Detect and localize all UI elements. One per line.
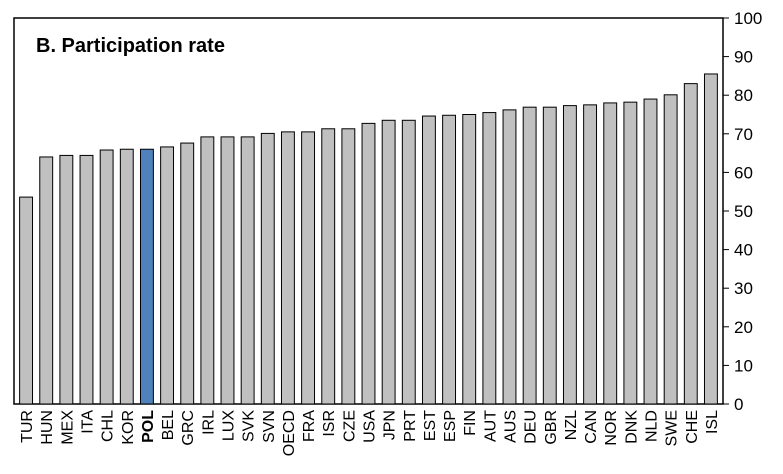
bar-tur: [19, 196, 34, 405]
x-tick-label: TUR: [19, 410, 36, 443]
x-tick-label: SVN: [261, 410, 278, 443]
y-tick-label: 40: [734, 241, 753, 260]
y-tick-label: 80: [734, 86, 753, 105]
x-tick-label: POL: [140, 410, 157, 443]
y-tick-label: 60: [734, 163, 753, 182]
bar-swe: [663, 94, 678, 405]
y-tick-label: 50: [734, 202, 753, 221]
bar-lux: [220, 136, 235, 405]
bar-pol: [139, 148, 154, 405]
y-tick-label: 70: [734, 125, 753, 144]
x-tick-label: AUT: [482, 410, 499, 442]
x-tick-label: NLD: [644, 410, 661, 442]
x-tick-label: PRT: [402, 410, 419, 442]
chart-title: B. Participation rate: [36, 35, 225, 57]
y-tick-label: 20: [734, 318, 753, 337]
bar-svk: [240, 136, 255, 405]
bar-dnk: [623, 101, 638, 405]
bar-usa: [361, 122, 376, 405]
bar-nld: [643, 98, 658, 405]
bar-irl: [200, 136, 215, 405]
x-tick-label: JPN: [382, 410, 399, 440]
bar-isr: [321, 128, 336, 405]
bar-nzl: [562, 105, 577, 405]
bar-est: [421, 115, 436, 405]
x-tick-label: HUN: [39, 410, 56, 445]
x-tick-label: BEL: [160, 410, 177, 440]
bar-oecd: [280, 131, 295, 405]
bars-group: [19, 73, 718, 405]
x-tick-label: NZL: [563, 410, 580, 440]
bar-can: [583, 104, 598, 405]
bar-fin: [462, 114, 477, 405]
x-tick-label: ESP: [442, 410, 459, 442]
bar-esp: [442, 114, 457, 405]
bar-ita: [79, 154, 94, 405]
x-tick-label: NOR: [603, 410, 620, 446]
bar-chl: [99, 149, 114, 405]
bar-isl: [703, 73, 718, 405]
y-tick-label: 30: [734, 279, 753, 298]
bar-svn: [260, 132, 275, 405]
x-tick-label: SWE: [664, 410, 681, 446]
bar-cze: [341, 128, 356, 405]
bar-hun: [39, 156, 54, 405]
bar-che: [683, 83, 698, 405]
x-tick-label: GRC: [180, 410, 197, 446]
y-tick-label: 90: [734, 48, 753, 67]
bar-grc: [180, 142, 195, 405]
bar-aus: [502, 109, 517, 405]
x-tick-label: DNK: [623, 410, 640, 444]
x-tick-label: LUX: [221, 410, 238, 441]
bar-prt: [401, 119, 416, 405]
x-tick-label: CHL: [100, 410, 117, 442]
bar-deu: [522, 106, 537, 405]
x-tick-label: AUS: [503, 410, 520, 443]
x-tick-label: SVK: [241, 410, 258, 442]
x-tick-label: CHE: [684, 410, 701, 444]
x-tick-label: OECD: [281, 410, 298, 456]
x-tick-label: GBR: [543, 410, 560, 445]
x-tick-label: ITA: [80, 410, 97, 434]
bar-nor: [603, 102, 618, 405]
bar-jpn: [381, 119, 396, 405]
bar-mex: [59, 154, 74, 405]
bar-aut: [482, 112, 497, 405]
bar-kor: [119, 148, 134, 405]
bar-bel: [160, 146, 175, 405]
x-tick-label: IRL: [200, 410, 217, 435]
y-tick-label: 10: [734, 356, 753, 375]
x-tick-label: CAN: [583, 410, 600, 444]
bar-gbr: [542, 106, 557, 405]
x-tick-label: FRA: [301, 410, 318, 442]
x-axis: TUR HUN MEX ITA CHL KOR POL BEL GRC IRL LUX SVK SVN O…: [19, 410, 721, 457]
x-tick-label: FIN: [462, 410, 479, 436]
y-tick-label: 0: [734, 395, 743, 414]
x-tick-label: ISR: [321, 410, 338, 437]
x-tick-label: EST: [422, 410, 439, 441]
x-tick-label: MEX: [59, 410, 76, 445]
bar-fra: [301, 131, 316, 405]
y-axis: 0 10 20 30 40 50 60 70 80 90 100: [723, 9, 762, 414]
x-tick-label: ISL: [704, 410, 721, 434]
x-tick-label: KOR: [120, 410, 137, 445]
x-tick-label: USA: [362, 410, 379, 443]
x-tick-label: DEU: [523, 410, 540, 444]
y-tick-label: 100: [734, 9, 762, 28]
x-tick-label: CZE: [341, 410, 358, 442]
